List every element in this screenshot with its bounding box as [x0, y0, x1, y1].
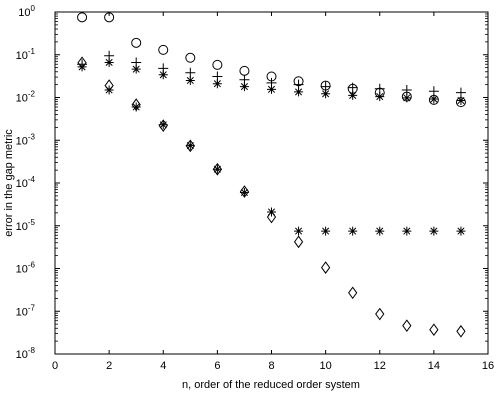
diamond-marker [429, 323, 439, 337]
asterisk-marker [294, 87, 304, 97]
asterisk-marker [131, 64, 141, 74]
y-tick-label: 10-3 [16, 132, 36, 147]
y-tick-label: 10-7 [16, 303, 36, 318]
y-tick-label: 10-1 [16, 47, 36, 62]
asterisk-marker [104, 85, 114, 95]
asterisk-marker [239, 187, 249, 197]
asterisk-marker [375, 226, 385, 236]
diamond-marker [104, 79, 114, 92]
diamond-marker [293, 235, 304, 249]
plot-frame [54, 11, 489, 355]
x-tick-label: 10 [320, 360, 332, 372]
asterisk-marker [158, 120, 168, 130]
asterisk-marker [348, 226, 358, 236]
asterisk-marker [212, 79, 222, 89]
asterisk-marker [294, 226, 304, 236]
circle-marker [77, 12, 88, 23]
plus-marker [401, 84, 412, 95]
asterisk-marker [429, 226, 439, 236]
y-tick-labels: 100 10-1 10-2 10-3 10-4 10-5 10-6 10-7 10-8 [16, 4, 36, 361]
x-tick-labels: 0 2 4 6 8 10 12 14 16 [52, 360, 494, 372]
asterisk-marker [348, 90, 358, 100]
x-tick-label: 8 [268, 360, 274, 372]
diamond-marker [456, 324, 466, 338]
x-tick-label: 2 [106, 360, 112, 372]
asterisk-marker [239, 82, 249, 92]
diamond-marker [212, 162, 222, 176]
asterisk-marker [185, 75, 195, 85]
x-tick-label: 16 [482, 360, 494, 372]
asterisk-marker [402, 93, 412, 103]
diamond-marker [158, 119, 168, 132]
diamond-marker [266, 210, 277, 224]
diamond-marker [321, 261, 331, 274]
x-tick-label: 0 [52, 360, 58, 372]
circle-marker [212, 59, 223, 70]
diamond-marker [77, 56, 87, 70]
asterisk-marker [429, 94, 439, 104]
asterisk-marker [456, 96, 466, 106]
circle-marker [104, 12, 115, 23]
asterisk-marker [212, 164, 222, 174]
asterisk-marker [321, 89, 331, 99]
asterisk-marker [77, 62, 87, 72]
y-tick-label: 10-4 [16, 175, 36, 190]
y-tick-label: 10-8 [16, 346, 36, 361]
x-tick-label: 4 [160, 360, 166, 372]
y-axis-label: error in the gap metric [3, 129, 15, 237]
asterisk-marker [267, 84, 276, 94]
asterisk-marker [185, 141, 195, 151]
x-tick-label: 12 [374, 360, 386, 372]
asterisk-marker [375, 92, 385, 102]
asterisk-marker [402, 226, 412, 236]
asterisk-marker [456, 226, 466, 236]
y-tick-label: 10-6 [16, 261, 36, 276]
diamond-marker [131, 98, 141, 112]
asterisk-marker [158, 70, 168, 80]
y-tick-label: 10-2 [16, 90, 36, 105]
x-tick-label: 6 [214, 360, 220, 372]
x-axis-label: n, order of the reduced order system [182, 379, 360, 391]
diamond-marker [348, 286, 358, 300]
circle-marker [131, 37, 142, 48]
y-tick-label: 10-5 [16, 218, 36, 233]
axis-ticks [54, 11, 489, 355]
diamond-marker [375, 307, 385, 321]
circle-marker [185, 52, 196, 63]
asterisk-marker [131, 102, 141, 112]
asterisk-marker [321, 226, 331, 236]
asterisk-marker [104, 57, 114, 67]
y-tick-label: 100 [18, 4, 35, 19]
circle-marker [158, 44, 169, 55]
diamond-marker [239, 185, 250, 198]
data-markers [77, 12, 466, 338]
diamond-marker [402, 319, 412, 333]
x-tick-label: 14 [428, 360, 440, 372]
diamond-marker [185, 139, 195, 153]
plus-marker [455, 87, 466, 98]
